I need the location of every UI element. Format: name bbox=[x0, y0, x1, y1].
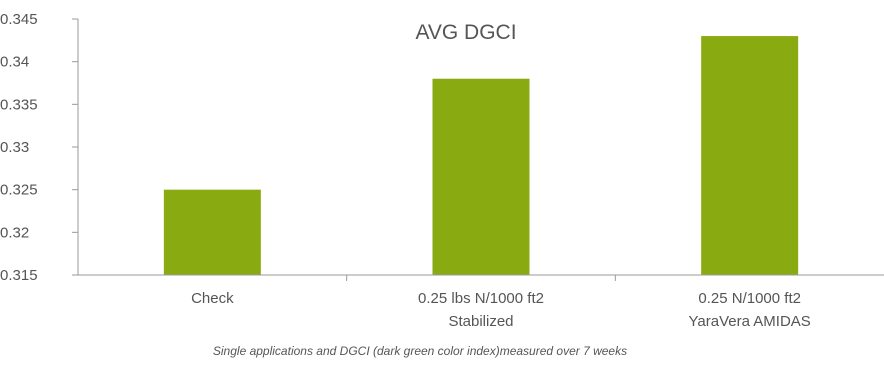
y-tick-label: 0.335 bbox=[0, 96, 38, 113]
bar bbox=[432, 78, 530, 275]
chart-title: AVG DGCI bbox=[415, 21, 516, 44]
bar bbox=[701, 36, 799, 275]
x-tick-label: 0.25 N/1000 ft2 bbox=[698, 290, 801, 307]
bar bbox=[163, 189, 261, 275]
bars bbox=[163, 36, 799, 275]
y-tick-label: 0.34 bbox=[0, 54, 29, 71]
x-tick-label: Stabilized bbox=[448, 313, 513, 330]
x-tick-label: 0.25 lbs N/1000 ft2 bbox=[418, 290, 544, 307]
x-tick-label: Check bbox=[191, 290, 234, 307]
y-tick-label: 0.33 bbox=[0, 139, 29, 156]
y-tick-label: 0.345 bbox=[0, 11, 38, 28]
y-axis: 0.315 0.32 0.325 0.33 0.335 0.34 0.345 bbox=[0, 11, 79, 284]
y-tick-label: 0.325 bbox=[0, 182, 38, 199]
y-tick-label: 0.315 bbox=[0, 267, 38, 284]
chart-caption: Single applications and DGCI (dark green… bbox=[213, 344, 627, 358]
x-axis: Check 0.25 lbs N/1000 ft2 Stabilized 0.25 N… bbox=[78, 274, 884, 330]
x-tick-label: YaraVera AMIDAS bbox=[689, 313, 811, 330]
y-tick-label: 0.32 bbox=[0, 224, 29, 241]
